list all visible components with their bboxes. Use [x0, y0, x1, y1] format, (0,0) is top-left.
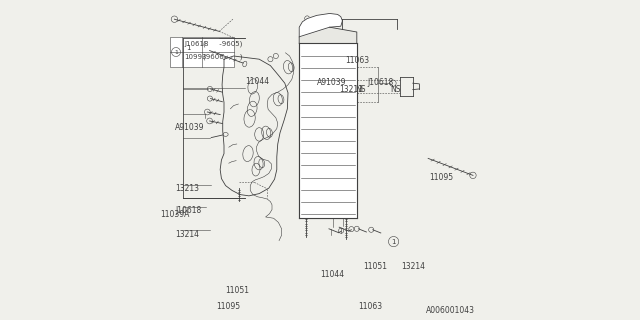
- Text: 1: 1: [391, 239, 396, 244]
- Text: J10618: J10618: [175, 206, 202, 215]
- Circle shape: [340, 135, 345, 140]
- Polygon shape: [300, 27, 357, 43]
- Polygon shape: [300, 43, 357, 218]
- Text: 13213: 13213: [175, 184, 200, 193]
- Circle shape: [340, 65, 345, 70]
- Text: 11095: 11095: [216, 302, 240, 311]
- Text: 11063: 11063: [358, 302, 383, 311]
- Text: 11051: 11051: [364, 262, 387, 271]
- Text: NS: NS: [390, 85, 400, 94]
- Text: A006001043: A006001043: [426, 306, 475, 315]
- Text: NS: NS: [355, 85, 365, 94]
- Text: J10618: J10618: [367, 78, 394, 87]
- Text: (      -9605): ( -9605): [204, 41, 243, 47]
- Circle shape: [172, 48, 180, 57]
- Text: 1: 1: [186, 45, 191, 51]
- Text: 11051: 11051: [226, 286, 250, 295]
- Bar: [170, 37, 234, 67]
- Circle shape: [340, 100, 345, 105]
- Circle shape: [308, 69, 319, 81]
- Circle shape: [308, 170, 319, 182]
- Polygon shape: [300, 13, 342, 37]
- Circle shape: [321, 103, 332, 115]
- Text: 11039A: 11039A: [161, 210, 190, 219]
- Text: 1: 1: [174, 50, 178, 54]
- Text: (9606-      ): (9606- ): [204, 54, 243, 60]
- Text: 13213: 13213: [339, 85, 364, 94]
- Circle shape: [321, 170, 332, 182]
- Text: 13214: 13214: [175, 230, 200, 239]
- Text: A91039: A91039: [317, 78, 346, 87]
- Circle shape: [184, 43, 194, 53]
- Text: 11044: 11044: [245, 77, 269, 86]
- Text: 11095: 11095: [429, 173, 453, 182]
- Text: 10993: 10993: [184, 54, 207, 60]
- Circle shape: [340, 170, 345, 175]
- Text: J10618: J10618: [184, 41, 209, 47]
- Text: A91039: A91039: [175, 123, 205, 132]
- Text: 11063: 11063: [346, 56, 370, 65]
- Circle shape: [321, 137, 332, 148]
- Circle shape: [308, 103, 319, 115]
- Circle shape: [308, 137, 319, 148]
- Circle shape: [321, 69, 332, 81]
- Circle shape: [388, 236, 399, 247]
- Text: 13214: 13214: [402, 262, 426, 271]
- Text: 11044: 11044: [320, 270, 344, 279]
